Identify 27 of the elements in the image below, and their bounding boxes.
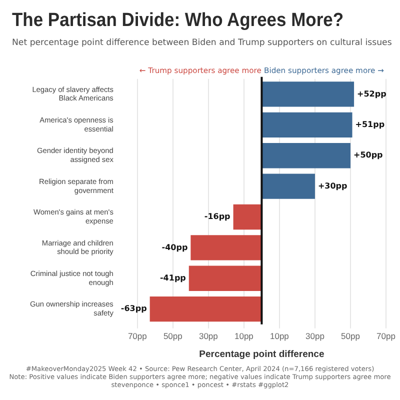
bar — [150, 296, 262, 322]
x-tick-label: 10pp — [234, 330, 254, 341]
bar — [233, 204, 262, 230]
x-tick-label: 70pp — [128, 330, 148, 341]
x-tick-label: 50pp — [163, 330, 183, 341]
x-axis-title: Percentage point difference — [199, 348, 324, 360]
bar — [262, 112, 352, 138]
data-label: -16pp — [204, 212, 231, 222]
data-label: +30pp — [318, 181, 348, 190]
bar — [188, 266, 262, 291]
chart-subtitle: Net percentage point difference between Biden and Trump supporters on cultural issues — [12, 38, 392, 48]
data-label: -63pp — [120, 304, 148, 314]
x-tick-label: 30pp — [306, 330, 325, 341]
data-label: -41pp — [160, 273, 186, 282]
x-tick-label: 70pp — [376, 330, 396, 341]
bar — [262, 174, 315, 199]
data-label: +52pp — [357, 89, 387, 98]
x-tick-label: 50pp — [341, 330, 360, 341]
data-label: +51pp — [355, 120, 385, 129]
data-label: +50pp — [353, 150, 384, 160]
data-label: -40pp — [162, 242, 188, 252]
x-tick-label: 10pp — [270, 330, 290, 341]
bar — [262, 82, 354, 107]
chart-title: The Partisan Divide: Who Agrees More? — [12, 10, 344, 32]
bar — [262, 143, 350, 168]
x-tick-label: 30pp — [198, 330, 218, 341]
bar — [190, 235, 262, 260]
